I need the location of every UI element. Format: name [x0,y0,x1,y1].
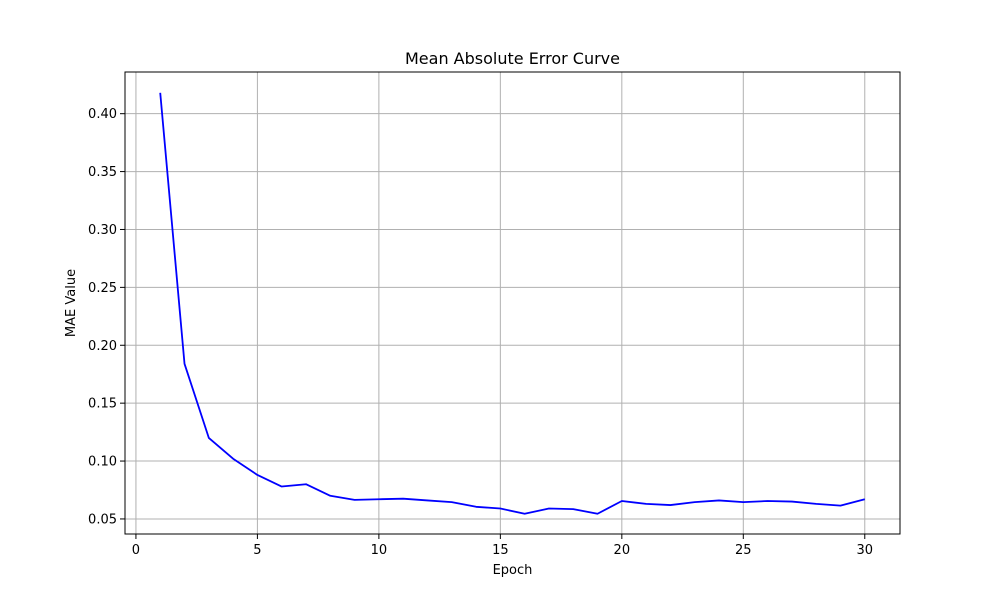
series-layer [159,92,865,515]
mae-series-line [159,92,865,515]
grid-lines [125,72,900,534]
x-tick-label: 25 [735,543,752,558]
y-tick-label: 0.20 [88,339,117,354]
plot-frame [124,71,901,535]
y-tick-label: 0.05 [88,512,117,527]
x-tick-label: 20 [614,543,631,558]
y-axis-label: MAE Value [64,269,79,337]
y-tick-label: 0.25 [88,281,117,296]
x-tick-label: 30 [856,543,873,558]
y-tick-label: 0.40 [88,107,117,122]
x-axis-label: Epoch [493,563,533,578]
x-axis-ticks: 0 5 10 15 20 25 30 [132,534,873,558]
y-axis-ticks: 0.05 0.10 0.15 0.20 0.25 0.30 0.35 0.40 [88,107,125,527]
x-tick-label: 0 [132,543,140,558]
chart-title: Mean Absolute Error Curve [405,49,620,68]
x-tick-label: 5 [253,543,261,558]
y-tick-label: 0.15 [88,397,117,412]
x-tick-label: 10 [371,543,388,558]
y-tick-label: 0.10 [88,455,117,470]
y-tick-label: 0.30 [88,223,117,238]
x-tick-label: 15 [492,543,509,558]
y-tick-label: 0.35 [88,165,117,180]
